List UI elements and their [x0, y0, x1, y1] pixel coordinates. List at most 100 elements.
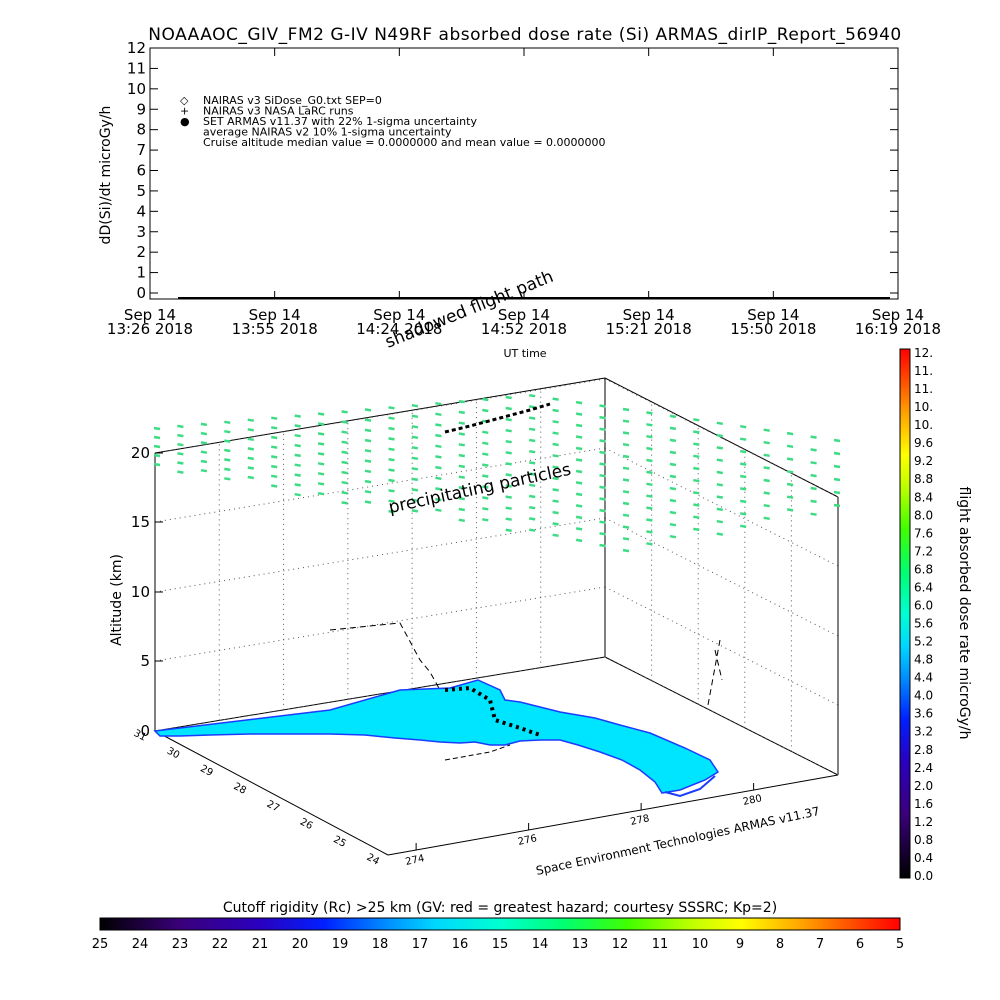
particle-mark [224, 439, 231, 443]
particle-mark [482, 441, 489, 446]
y-tick-label: 6 [136, 162, 146, 180]
particle-mark [411, 467, 419, 471]
particle-mark [810, 448, 817, 452]
rigidity-colorbar-tick-label: 10 [692, 937, 709, 952]
rigidity-colorbar-ticks: 25 24 23 22 21 20 19 18 17 16 15 14 13 12 11 10 9 8 7 6 5 [92, 937, 904, 952]
dose-colorbar-tick-label: 10. [914, 418, 933, 432]
particle-mark [200, 422, 208, 427]
particle-mark [294, 414, 301, 418]
particle-mark [317, 472, 325, 476]
particle-mark [364, 500, 372, 504]
dose-colorbar-tick-label: 9.6 [914, 436, 933, 450]
particle-mark [575, 469, 583, 474]
particle-mark [411, 488, 419, 492]
particle-mark [622, 525, 630, 529]
particle-mark [224, 477, 231, 481]
particle-mark [552, 442, 559, 447]
y-tick-label: 4 [136, 202, 146, 220]
dose-colorbar-tick-label: 11. [914, 382, 933, 396]
latitude-tick-label: 24 [365, 852, 381, 868]
particle-mark [646, 494, 653, 498]
dose-colorbar-tick-label: 2.0 [914, 779, 933, 793]
particle-mark [693, 466, 700, 471]
particle-mark [435, 444, 442, 449]
particle-mark [482, 397, 489, 402]
particle-mark [341, 460, 348, 465]
y-tick-label: 11 [127, 59, 146, 77]
particle-mark [622, 431, 630, 435]
x-tick-label-time: 13:26 2018 [107, 320, 193, 338]
particle-mark [317, 482, 325, 486]
rigidity-colorbar-tick-label: 12 [612, 937, 629, 952]
particle-mark [364, 479, 372, 484]
dose-colorbar-tick-label: 8.4 [914, 490, 933, 504]
particle-mark [294, 463, 301, 467]
y-tick-label: 8 [136, 121, 146, 139]
particle-mark [364, 418, 372, 422]
particle-mark [599, 520, 606, 524]
particle-mark [552, 408, 559, 413]
dose-colorbar-tick-label: 3.2 [914, 725, 933, 739]
particle-mark [528, 427, 536, 432]
rigidity-colorbar-tick-label: 9 [736, 937, 744, 952]
particle-mark [575, 515, 583, 520]
x-tick-label-date: Sep 14 [623, 306, 675, 324]
particle-mark [763, 428, 770, 432]
particle-mark [763, 453, 770, 458]
particle-mark [364, 449, 372, 453]
legend-entry: average NAIRAS v2 10% 1-sigma uncertaint… [203, 126, 452, 139]
dose-colorbar-tick-label: 11. [914, 364, 933, 378]
particle-mark [622, 454, 630, 459]
particle-mark [622, 478, 630, 482]
particle-mark [505, 462, 512, 466]
particle-mark [435, 476, 442, 481]
particle-mark [669, 522, 677, 527]
latitude-tick-label: 26 [298, 817, 314, 833]
particle-mark [528, 528, 536, 532]
particle-mark [599, 450, 606, 455]
particle-mark [575, 458, 583, 462]
particle-mark [646, 446, 653, 451]
dose-colorbar-ticks: 0.0 0.4 0.8 1.2 1.6 2.0 2.4 2.8 3.2 3.6 4.0 4.4 4.8 5… [914, 346, 933, 883]
dose-colorbar-label: flight absorbed dose rate microGy/h [956, 487, 972, 740]
particle-mark [716, 446, 724, 450]
rigidity-colorbar-tick-label: 6 [856, 937, 864, 952]
rigidity-colorbar: Cutoff rigidity (Rc) >25 km (GV: red = g… [92, 900, 904, 952]
particle-mark [505, 406, 512, 411]
particle-mark [482, 518, 489, 522]
particle-mark [763, 466, 770, 470]
particle-mark [528, 494, 536, 499]
particle-mark [716, 458, 724, 462]
particle-mark [458, 443, 466, 447]
particle-mark [200, 459, 208, 464]
grid-line [604, 378, 839, 498]
particle-mark [247, 418, 255, 422]
particle-mark [458, 475, 466, 479]
particle-mark [622, 442, 630, 447]
particle-mark [153, 444, 161, 449]
particle-mark [552, 522, 559, 526]
particle-mark [575, 492, 583, 497]
particle-mark [810, 461, 817, 465]
x-tick-label-date: Sep 14 [498, 306, 550, 324]
particle-mark [669, 426, 677, 431]
particle-mark [599, 485, 606, 490]
particle-mark [599, 532, 606, 536]
particle-mark [458, 464, 466, 469]
particle-mark [458, 518, 466, 523]
particle-mark [669, 510, 677, 515]
x-tick-label-time: 14:24 2018 [356, 320, 442, 338]
latitude-tick-label: 25 [331, 834, 347, 850]
particle-mark [646, 423, 653, 427]
x-axis-label: UT time [503, 347, 546, 360]
particle-mark [505, 395, 512, 400]
particle-mark [669, 498, 677, 503]
particle-mark [505, 495, 512, 499]
particle-mark [693, 418, 700, 422]
particle-mark [575, 435, 583, 439]
precipitating-particle-marks [153, 393, 841, 553]
particle-mark [646, 530, 653, 534]
particle-mark [552, 397, 559, 401]
dose-colorbar: 0.0 0.4 0.8 1.2 1.6 2.0 2.4 2.8 3.2 3.6 4.0 4.4 4.8 5… [899, 346, 972, 883]
rigidity-colorbar-tick-label: 19 [332, 937, 349, 952]
